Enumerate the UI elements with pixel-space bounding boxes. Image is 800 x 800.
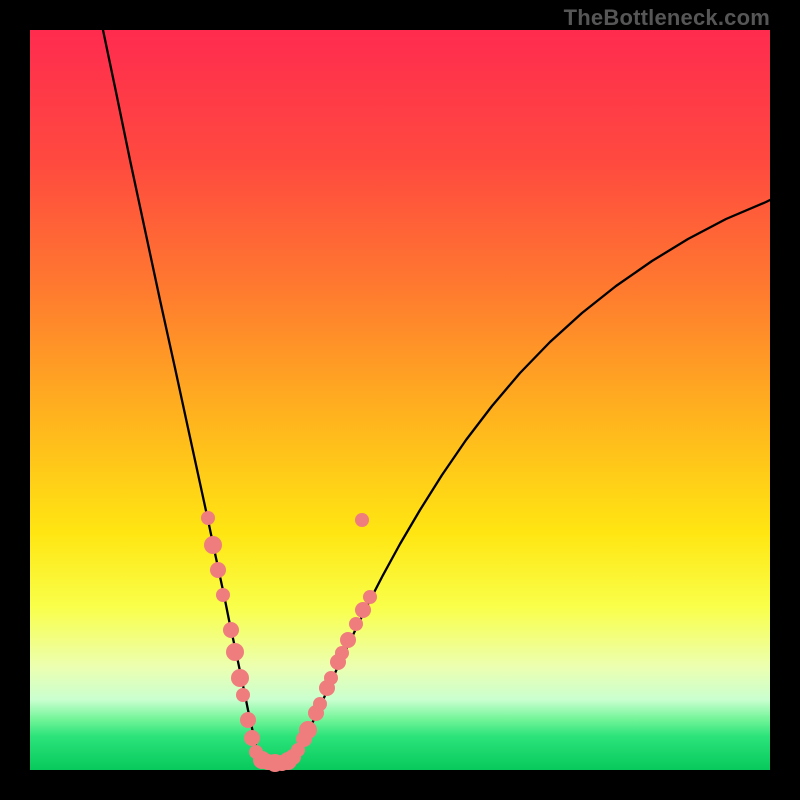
- data-marker: [244, 730, 260, 746]
- data-marker: [355, 513, 369, 527]
- data-marker: [363, 590, 377, 604]
- data-marker: [324, 671, 338, 685]
- plot-area: [30, 30, 770, 770]
- data-marker: [204, 536, 222, 554]
- data-marker: [240, 712, 256, 728]
- data-marker: [355, 602, 371, 618]
- data-marker: [201, 511, 215, 525]
- data-marker: [340, 632, 356, 648]
- data-marker: [236, 688, 250, 702]
- data-marker: [226, 643, 244, 661]
- bottleneck-curve-left: [103, 30, 278, 763]
- data-marker: [223, 622, 239, 638]
- data-marker: [313, 697, 327, 711]
- data-marker: [216, 588, 230, 602]
- chart-canvas: TheBottleneck.com: [0, 0, 800, 800]
- data-marker: [335, 646, 349, 660]
- data-marker: [299, 721, 317, 739]
- curves-layer: [30, 30, 770, 770]
- bottleneck-curve-right: [278, 200, 770, 763]
- data-marker: [231, 669, 249, 687]
- data-markers: [201, 511, 377, 772]
- data-marker: [210, 562, 226, 578]
- watermark-text: TheBottleneck.com: [564, 5, 770, 31]
- data-marker: [349, 617, 363, 631]
